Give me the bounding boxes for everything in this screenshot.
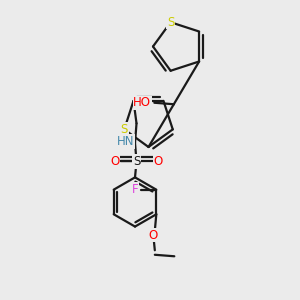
Text: O: O bbox=[149, 229, 158, 242]
Text: S: S bbox=[167, 16, 174, 29]
Text: O: O bbox=[110, 155, 119, 168]
Text: HO: HO bbox=[133, 96, 151, 109]
Text: O: O bbox=[154, 155, 163, 168]
Text: S: S bbox=[133, 155, 140, 168]
Text: HN: HN bbox=[117, 135, 135, 148]
Text: F: F bbox=[132, 183, 139, 196]
Text: S: S bbox=[121, 123, 128, 136]
